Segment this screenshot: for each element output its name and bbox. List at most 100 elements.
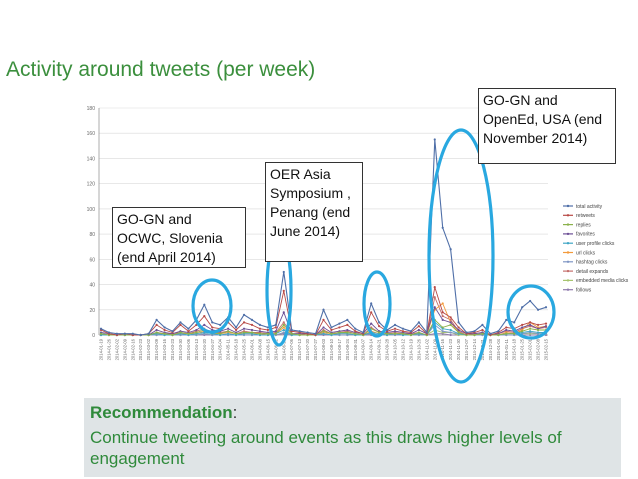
data-point	[282, 328, 285, 332]
data-point	[298, 333, 301, 337]
data-point	[258, 323, 262, 327]
data-point	[536, 328, 540, 332]
highlight-april-2014	[191, 278, 233, 334]
data-point	[195, 331, 198, 334]
data-point	[211, 321, 214, 324]
data-point	[441, 326, 444, 329]
highlight-november-2014	[427, 128, 495, 384]
data-point	[282, 331, 285, 334]
legend-item: retweets	[563, 213, 595, 219]
data-point	[481, 332, 484, 335]
x-tick-label: 2014-08-17	[337, 338, 342, 360]
data-point	[505, 328, 508, 332]
data-point	[266, 328, 269, 332]
data-point	[266, 326, 269, 329]
data-point	[409, 333, 413, 337]
x-tick-label: 2014-01-19	[99, 338, 104, 360]
data-point	[139, 333, 142, 337]
x-tick-label: 2014-03-16	[162, 338, 167, 360]
legend-marker	[566, 260, 570, 263]
data-point	[290, 332, 293, 335]
data-point	[521, 306, 524, 309]
data-point	[338, 322, 341, 325]
x-tick-label: 2015-02-15	[544, 338, 549, 360]
data-point	[417, 331, 420, 334]
legend-label: url clicks	[576, 250, 596, 256]
legend-item: follows	[563, 288, 592, 294]
data-point	[449, 321, 452, 324]
y-tick-label: 80	[89, 232, 95, 238]
data-point	[211, 326, 214, 329]
data-point	[449, 333, 452, 337]
data-point	[505, 318, 508, 321]
data-point	[425, 331, 428, 334]
data-point	[536, 308, 540, 311]
legend-marker	[566, 204, 570, 208]
data-point	[346, 323, 349, 327]
x-tick-label: 2014-01-26	[106, 338, 111, 360]
x-tick-label: 2014-06-15	[265, 338, 270, 360]
data-point	[330, 328, 333, 332]
data-point	[155, 328, 158, 332]
x-tick-label: 2014-11-16	[440, 338, 445, 360]
data-point	[250, 323, 254, 327]
data-point	[449, 328, 452, 332]
data-point	[274, 330, 277, 333]
y-tick-label: 120	[87, 182, 96, 188]
legend-marker	[566, 251, 570, 254]
y-tick-label: 20	[89, 308, 95, 314]
data-point	[171, 333, 174, 337]
data-point	[282, 323, 285, 327]
data-point	[457, 328, 460, 332]
data-point	[155, 318, 158, 321]
data-point	[282, 326, 285, 329]
data-point	[441, 330, 444, 333]
legend-item: detail expands	[563, 269, 609, 275]
data-point	[529, 323, 532, 327]
x-tick-label: 2014-06-01	[249, 338, 254, 360]
data-point	[179, 321, 182, 324]
x-tick-label: 2015-01-11	[504, 338, 509, 360]
x-tick-label: 2014-12-07	[464, 338, 469, 360]
data-point	[529, 330, 532, 333]
callout-gogn-ocwc-slovenia: GO-GN and OCWC, Slovenia (end April 2014…	[112, 207, 246, 268]
x-tick-label: 2014-05-04	[218, 338, 223, 360]
x-tick-label: 2014-10-12	[400, 338, 405, 360]
data-point	[274, 323, 277, 327]
data-point	[393, 332, 397, 335]
data-point	[401, 330, 405, 333]
data-point	[449, 248, 452, 251]
legend-marker	[566, 288, 570, 291]
x-tick-label: 2014-05-25	[242, 338, 247, 360]
data-point	[521, 326, 524, 329]
data-point	[219, 332, 222, 335]
x-tick-label: 2014-07-13	[297, 338, 302, 360]
data-point	[354, 327, 357, 330]
data-point	[107, 331, 111, 334]
data-point	[457, 331, 460, 334]
data-point	[163, 332, 166, 335]
legend-label: replies	[576, 222, 591, 228]
data-point	[433, 138, 436, 141]
data-point	[401, 332, 405, 335]
x-tick-label: 2014-09-21	[377, 338, 382, 360]
data-point	[330, 332, 333, 335]
data-point	[370, 311, 373, 314]
data-point	[409, 330, 413, 333]
x-tick-label: 2015-01-18	[512, 338, 517, 360]
data-point	[306, 331, 309, 334]
series-detail-expands	[99, 295, 548, 337]
data-point	[417, 328, 420, 332]
data-point	[242, 321, 246, 324]
legend-label: user profile clicks	[576, 241, 615, 247]
x-tick-label: 2014-02-16	[130, 338, 135, 360]
callout-oer-asia-penang: OER Asia Symposium , Penang (end June 20…	[265, 162, 363, 262]
legend-label: retweets	[576, 213, 595, 219]
data-point	[346, 318, 349, 321]
data-point	[171, 330, 174, 333]
x-tick-label: 2014-08-31	[353, 338, 358, 360]
data-point	[187, 330, 190, 333]
data-point	[385, 332, 389, 335]
data-point	[544, 306, 548, 309]
data-point	[250, 318, 254, 321]
